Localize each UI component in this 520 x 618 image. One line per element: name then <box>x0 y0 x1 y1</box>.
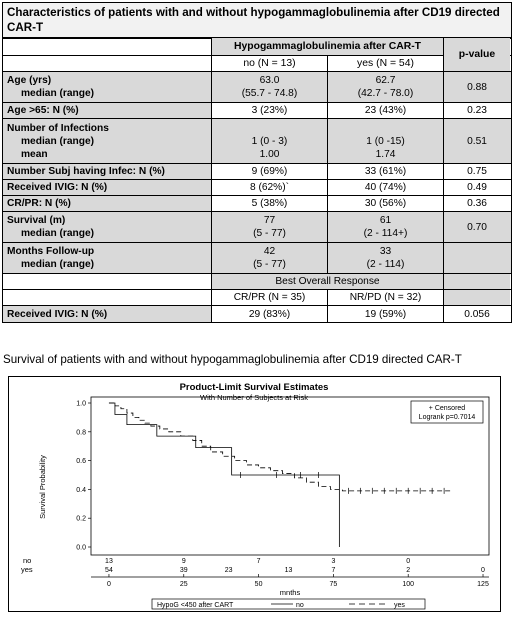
x-tick-label: 125 <box>477 581 489 588</box>
at-risk-yes-value: 13 <box>285 567 293 574</box>
legend-prefix: HypoG <450 after CART <box>157 602 234 609</box>
bor-header: Best Overall Response <box>211 274 443 289</box>
chart-subtitle: With Number of Subjects at Risk <box>200 393 308 402</box>
survival-figure: Product-Limit Survival Estimates With Nu… <box>8 376 501 612</box>
x-axis-label: mnths <box>280 588 301 597</box>
y-axis: 0.0 0.2 0.4 0.6 0.8 1.0 <box>76 401 91 552</box>
col-pvalue-header: p-value <box>443 38 510 71</box>
bor-subheader-row: CR/PR (N = 35) NR/PD (N = 32) <box>3 289 511 305</box>
y-tick-label: 0.8 <box>76 429 86 436</box>
y-tick-label: 0.2 <box>76 516 86 523</box>
at-risk-no-value: 7 <box>257 558 261 565</box>
at-risk-yes-value: 2 <box>406 567 410 574</box>
x-tick-label: 50 <box>255 581 263 588</box>
bor-header-row: Best Overall Response <box>3 273 511 289</box>
at-risk-yes-value: 39 <box>180 567 188 574</box>
x-tick-label: 25 <box>180 581 188 588</box>
at-risk-table: 13 9 7 3 0 54 39 23 13 7 2 0 <box>105 558 485 574</box>
figure-caption: Survival of patients with and without hy… <box>3 353 462 366</box>
at-risk-no-value: 3 <box>331 558 335 565</box>
legend-censored: + Censored <box>429 405 465 412</box>
table-row: Number of Infections median (range) mean 1… <box>3 118 511 163</box>
at-risk-no-value: 9 <box>182 558 186 565</box>
at-risk-no-value: 0 <box>406 558 410 565</box>
x-tick-label: 0 <box>107 581 111 588</box>
x-axis: 0 25 50 75 100 125 <box>91 574 489 588</box>
y-tick-label: 0.0 <box>76 545 86 552</box>
legend-yes-label: yes <box>394 602 405 609</box>
table-title: Characteristics of patients with and wit… <box>2 2 512 39</box>
table-subheader-row: no (N = 13) yes (N = 54) p-value <box>3 38 511 71</box>
series-yes-line <box>108 402 451 492</box>
y-tick-label: 0.4 <box>76 487 86 494</box>
characteristics-table: Hypogammaglobulinemia after CAR-T no (N … <box>2 37 512 323</box>
at-risk-yes-value: 54 <box>105 567 113 574</box>
at-risk-yes-value: 23 <box>225 567 233 574</box>
table-row: Received IVIG: N (%) 29 (83%) 19 (59%) 0… <box>3 305 511 322</box>
y-tick-label: 1.0 <box>76 401 86 408</box>
x-tick-label: 75 <box>329 581 337 588</box>
col-yes-header: yes (N = 54) <box>327 56 443 71</box>
col-no-header: no (N = 13) <box>211 56 327 71</box>
table-header-row: Hypogammaglobulinemia after CAR-T <box>3 38 511 55</box>
y-tick-label: 0.6 <box>76 458 86 465</box>
at-risk-label-yes: yes <box>21 565 33 574</box>
table-row: Received IVIG: N (%) 8 (62%)` 40 (74%) 0… <box>3 179 511 195</box>
table-row: Months Follow-up median (range) 42 (5 - 77… <box>3 242 511 273</box>
table-row: Survival (m) median (range) 77 (5 - 77) 61… <box>3 211 511 242</box>
at-risk-no-value: 13 <box>105 558 113 565</box>
table-row: Number Subj having Infec: N (%) 9 (69%) … <box>3 163 511 179</box>
y-axis-label: Survival Probability <box>38 455 47 519</box>
series-no-line <box>108 402 340 547</box>
table-row: Age (yrs) median (range) 63.0 (55.7 - 74.8… <box>3 71 511 102</box>
table-row: CR/PR: N (%) 5 (38%) 30 (56%) 0.36 <box>3 195 511 211</box>
logrank-text: Logrank p=0.7014 <box>419 414 476 421</box>
table-row: Age >65: N (%) 3 (23%) 23 (43%) 0.23 <box>3 102 511 118</box>
at-risk-label-no: no <box>23 556 31 565</box>
legend-no-label: no <box>296 602 304 609</box>
survival-curves <box>108 402 451 547</box>
plot-frame <box>90 396 490 556</box>
chart-title: Product-Limit Survival Estimates <box>180 382 329 393</box>
inset-legend <box>410 400 484 424</box>
group-header: Hypogammaglobulinemia after CAR-T <box>211 38 443 55</box>
at-risk-yes-value: 7 <box>331 567 335 574</box>
x-tick-label: 100 <box>402 581 414 588</box>
characteristics-table-section: Characteristics of patients with and wit… <box>2 2 512 323</box>
at-risk-yes-value: 0 <box>481 567 485 574</box>
km-chart: Product-Limit Survival Estimates With Nu… <box>21 382 490 610</box>
